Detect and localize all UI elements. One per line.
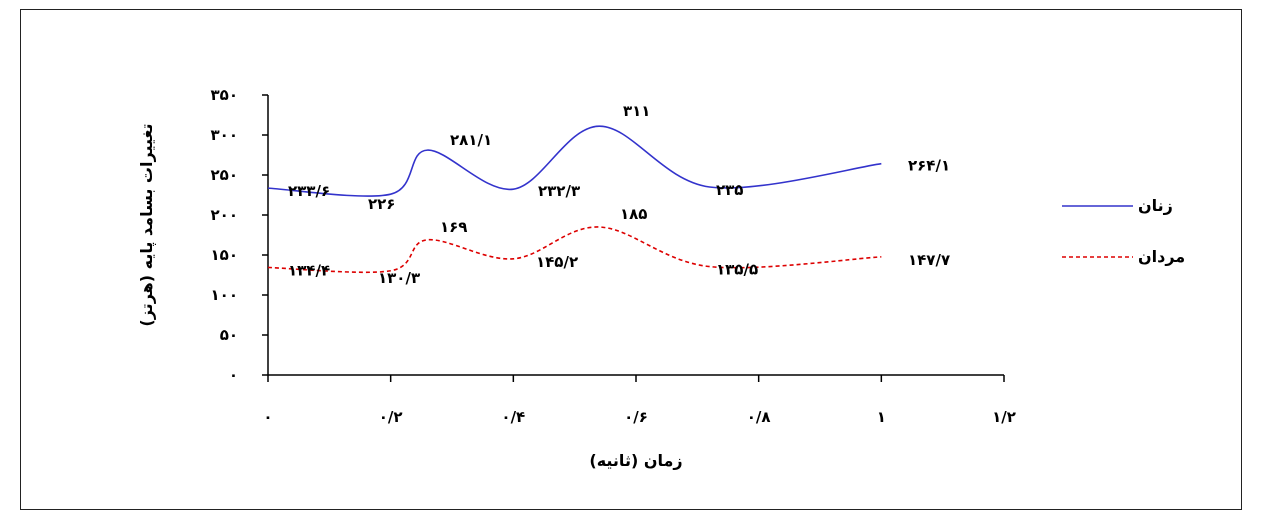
y-tick-label: ۱۵۰: [211, 246, 238, 264]
x-tick-label: ۰/۲: [379, 408, 403, 426]
y-tick-label: ۲۰۰: [211, 206, 238, 224]
y-ticks: ۰ ۵۰ ۱۰۰ ۱۵۰ ۲۰۰ ۲۵۰ ۳۰۰ ۳۵۰: [211, 86, 268, 384]
data-label: ۳۱۱: [623, 102, 650, 120]
legend-label-men: مردان: [1138, 247, 1185, 266]
y-axis-title: تغییرات بسامد پایه (هرتز): [137, 123, 157, 326]
legend: زنان مردان: [1062, 196, 1185, 266]
data-label: ۱۳۴/۴: [288, 261, 330, 279]
y-tick-label: ۵۰: [220, 326, 238, 344]
x-tick-label: ۱: [877, 408, 886, 426]
data-labels: ۲۳۳/۶ ۲۲۶ ۲۸۱/۱ ۲۳۲/۳ ۳۱۱ ۲۳۵ ۲۶۴/۱ ۱۳۴/۴ ۱۳۰/۳ ۱…: [288, 102, 950, 287]
y-tick-label: ۲۵۰: [211, 166, 238, 184]
y-tick-label: ۳۰۰: [211, 126, 238, 144]
x-tick-label: ۰/۸: [747, 408, 771, 426]
data-label: ۲۶۴/۱: [908, 157, 950, 175]
chart-frame: [20, 9, 1242, 510]
x-tick-label: ۰/۴: [501, 408, 525, 426]
axes: [267, 95, 1004, 376]
x-axis-title: زمان (ثانیه): [589, 451, 682, 470]
data-label: ۲۳۲/۳: [538, 182, 580, 200]
series-lines: [267, 125, 882, 274]
y-tick-label: ۱۰۰: [211, 286, 238, 304]
legend-label-women: زنان: [1138, 196, 1173, 215]
data-label: ۱۴۵/۲: [536, 253, 578, 271]
data-label: ۱۶۹: [440, 218, 467, 236]
x-ticks: ۰ ۰/۲ ۰/۴ ۰/۶ ۰/۸ ۱ ۱/۲: [263, 375, 1016, 426]
y-tick-label: ۰: [229, 366, 238, 384]
x-tick-label: ۰/۶: [624, 408, 648, 426]
x-tick-label: ۰: [263, 408, 272, 426]
data-label: ۲۳۳/۶: [288, 182, 330, 200]
x-tick-label: ۱/۲: [992, 408, 1016, 426]
data-label: ۱۳۰/۳: [378, 269, 420, 287]
y-tick-label: ۳۵۰: [211, 86, 238, 104]
data-label: ۱۳۵/۵: [716, 261, 758, 279]
data-label: ۱۴۷/۷: [908, 251, 950, 269]
data-label: ۲۸۱/۱: [450, 131, 492, 149]
series-line-women: [267, 125, 882, 197]
data-label: ۲۲۶: [368, 195, 395, 213]
data-label: ۱۸۵: [620, 205, 647, 223]
series-line-men: [267, 226, 882, 274]
data-label: ۲۳۵: [716, 181, 743, 199]
